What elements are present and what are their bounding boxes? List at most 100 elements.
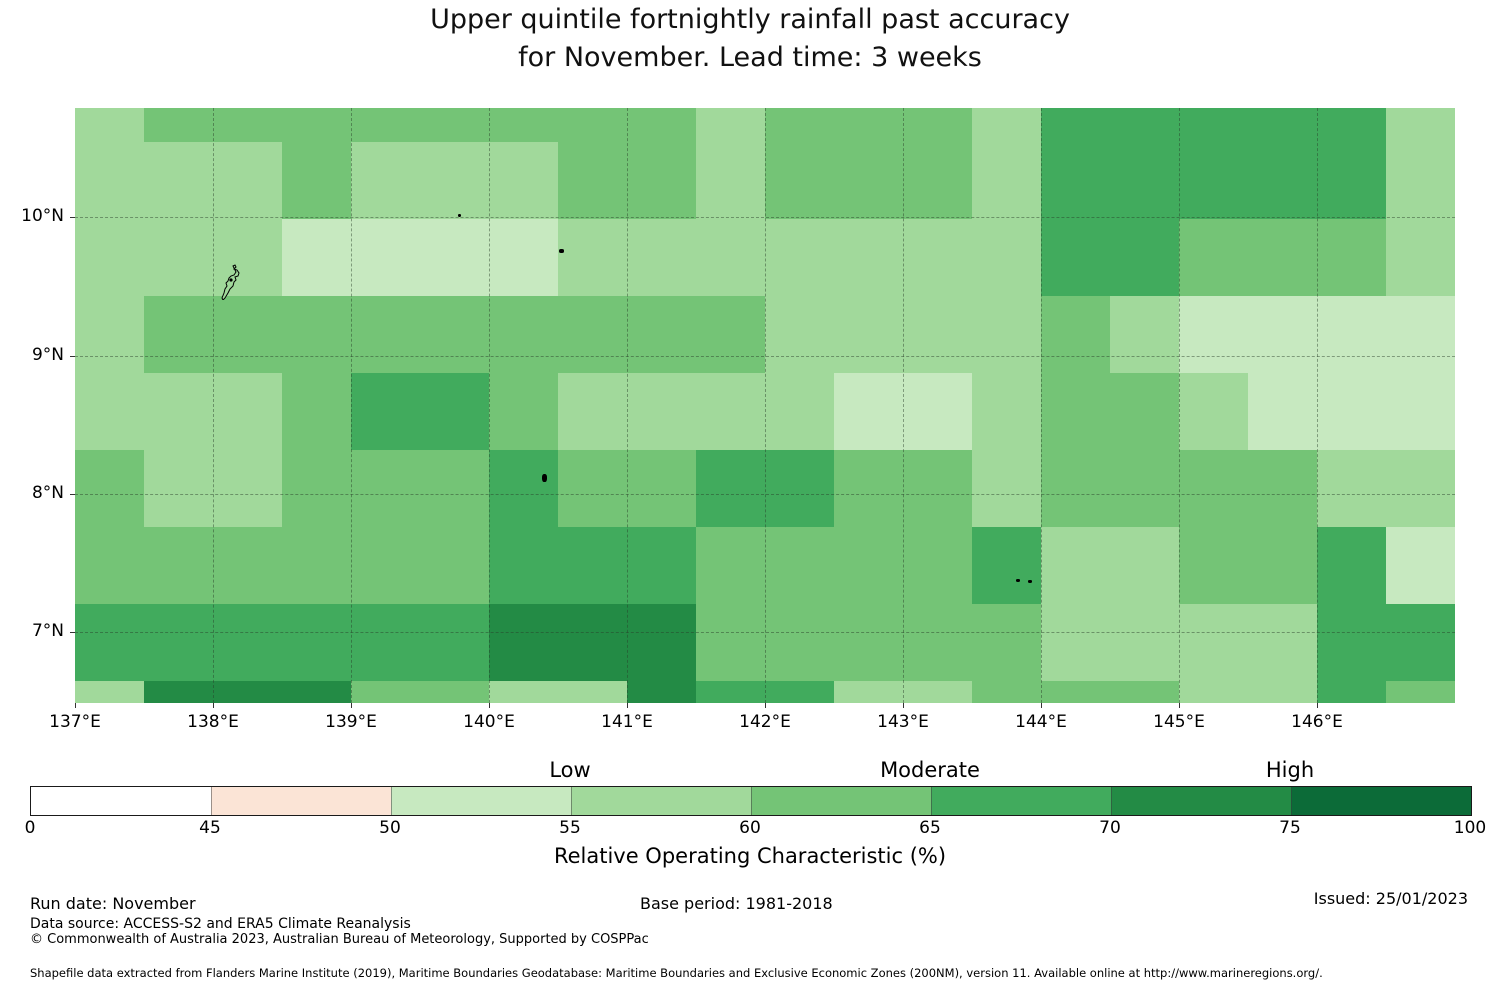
heatmap-cell	[75, 219, 144, 296]
heatmap-cell	[1317, 527, 1386, 604]
heatmap-cell	[972, 296, 1041, 373]
heatmap-cell	[1041, 450, 1110, 527]
heatmap-cell	[1386, 142, 1455, 219]
colorbar-tick-label: 100	[1453, 818, 1487, 838]
heatmap-cell	[834, 373, 903, 450]
heatmap-cell	[1041, 108, 1110, 142]
heatmap-cell	[903, 296, 972, 373]
x-tickmark	[351, 703, 352, 708]
longitude-gridline	[213, 108, 214, 703]
heatmap-cell	[903, 373, 972, 450]
heatmap-cell	[282, 527, 351, 604]
x-tickmark	[1317, 703, 1318, 708]
heatmap-cell	[903, 142, 972, 219]
heatmap-cell	[420, 527, 489, 604]
colorbar-segment-divider	[931, 787, 932, 815]
heatmap-cell	[1179, 450, 1248, 527]
heatmap-cell	[1179, 142, 1248, 219]
heatmap-cell	[834, 681, 903, 703]
heatmap-cell	[558, 450, 627, 527]
heatmap-cell	[213, 604, 282, 681]
heatmap-cell	[1248, 450, 1317, 527]
heatmap-cell	[1041, 296, 1110, 373]
heatmap-cell	[144, 373, 213, 450]
colorbar-tick-label: 65	[919, 818, 941, 838]
heatmap-cell	[558, 296, 627, 373]
heatmap-cell	[1317, 681, 1386, 703]
heatmap-cell	[558, 527, 627, 604]
heatmap-cell	[627, 296, 696, 373]
y-tickmark	[70, 355, 75, 357]
heatmap-cell	[1179, 604, 1248, 681]
heatmap-cell	[1248, 142, 1317, 219]
colorbar-segment	[931, 787, 1111, 815]
heatmap-cell	[489, 681, 558, 703]
chart-title-line-1: Upper quintile fortnightly rainfall past…	[430, 4, 1070, 35]
heatmap-cell	[1386, 681, 1455, 703]
heatmap-cell	[489, 142, 558, 219]
x-tickmark	[1041, 703, 1042, 708]
heatmap-cell	[75, 681, 144, 703]
heatmap-cell	[420, 450, 489, 527]
heatmap-cell	[1110, 527, 1179, 604]
heatmap-cell	[765, 373, 834, 450]
latitude-gridline	[75, 494, 1455, 496]
colorbar-tick-label: 60	[739, 818, 761, 838]
heatmap-cell	[696, 142, 765, 219]
heatmap-cell	[420, 296, 489, 373]
heatmap-cell	[213, 450, 282, 527]
heatmap-cell	[834, 527, 903, 604]
heatmap-cell	[144, 450, 213, 527]
heatmap-cell	[903, 527, 972, 604]
longitude-gridline	[489, 108, 490, 703]
heatmap-cell	[1248, 604, 1317, 681]
heatmap-cell	[765, 108, 834, 142]
heatmap-cell	[282, 219, 351, 296]
longitude-gridline	[1179, 108, 1180, 703]
longitude-gridline	[627, 108, 628, 703]
heatmap-cell	[489, 527, 558, 604]
heatmap-cell	[351, 108, 420, 142]
heatmap-cell	[1110, 142, 1179, 219]
latitude-gridline	[75, 632, 1455, 634]
colorbar-segment	[751, 787, 931, 815]
heatmap-cell	[75, 142, 144, 219]
heatmap-cell	[834, 219, 903, 296]
heatmap-cell	[351, 373, 420, 450]
x-tickmark	[1179, 703, 1180, 708]
heatmap-cell	[1110, 219, 1179, 296]
heatmap-cell	[282, 142, 351, 219]
heatmap-cell	[1041, 142, 1110, 219]
heatmap-cell	[1386, 108, 1455, 142]
y-tickmark	[70, 632, 75, 634]
heatmap-cell	[1317, 108, 1386, 142]
heatmap-cell	[972, 108, 1041, 142]
heatmap-cell	[489, 296, 558, 373]
x-tick-label: 137°E	[49, 712, 101, 732]
heatmap-cell	[1317, 450, 1386, 527]
heatmap-cell	[696, 296, 765, 373]
heatmap-cell	[282, 373, 351, 450]
heatmap-cell	[75, 373, 144, 450]
colorbar-segment	[571, 787, 751, 815]
heatmap-cell	[1179, 108, 1248, 142]
heatmap-cell	[420, 108, 489, 142]
heatmap-cell	[1179, 219, 1248, 296]
colorbar-group-label: High	[1265, 758, 1315, 782]
heatmap-cell	[765, 681, 834, 703]
latitude-gridline	[75, 217, 1455, 219]
heatmap-cell	[213, 373, 282, 450]
heatmap-cell	[1248, 108, 1317, 142]
base-period-text: Base period: 1981-2018	[640, 894, 833, 913]
islet-speck	[559, 249, 564, 253]
heatmap-cell	[1041, 681, 1110, 703]
colorbar	[30, 786, 1472, 816]
heatmap-cell	[972, 527, 1041, 604]
colorbar-group-label: Moderate	[880, 758, 980, 782]
heatmap-cell	[1110, 604, 1179, 681]
heatmap-cell	[903, 219, 972, 296]
x-tick-label: 146°E	[1291, 712, 1343, 732]
colorbar-segment-divider	[391, 787, 392, 815]
heatmap-cell	[213, 142, 282, 219]
